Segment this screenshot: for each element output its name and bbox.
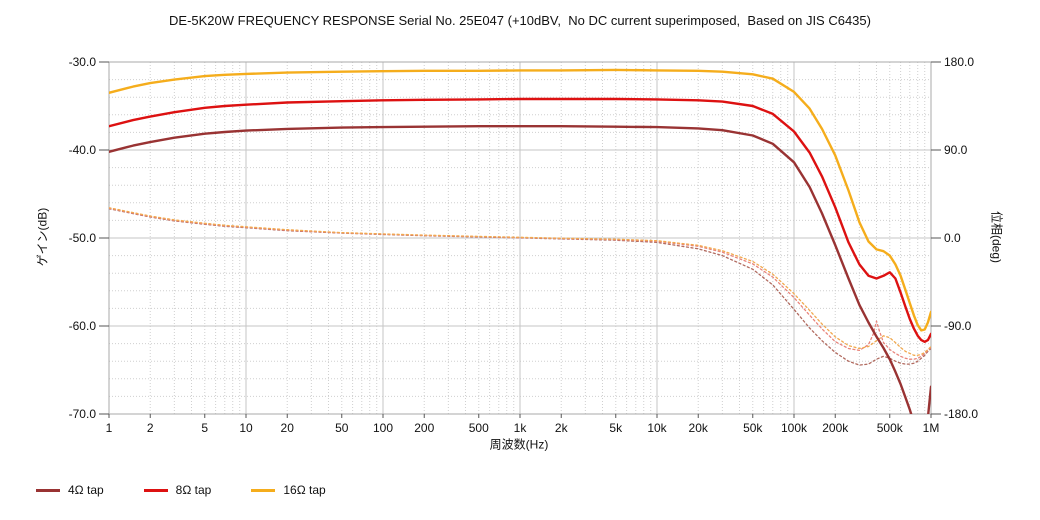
x-tick-label: 200 [414,421,434,435]
curve-phase-4ohm-tap [109,208,931,366]
x-tick-label: 5 [201,421,208,435]
gridlines [108,61,932,415]
x-tick-label: 200k [822,421,849,435]
gain-axis-label: ゲイン(dB) [35,207,50,267]
x-tick-label: 100k [781,421,808,435]
x-tick-label: 2 [147,421,154,435]
chart-title: DE-5K20W FREQUENCY RESPONSE Serial No. 2… [169,13,871,28]
x-tick-label: 5k [609,421,623,435]
y-right-tick-label: 0.0 [944,231,961,245]
x-tick-label: 500 [469,421,489,435]
legend-swatch-8ohm-line [143,488,168,492]
curve-phase-8ohm-tap [109,207,931,360]
axis-ticks: 1 2 5 10 20 50 100 200 500 1k 2k 5k 10k 20k 50k 100k 200… [69,55,979,435]
y-right-tick-label: -180.0 [944,407,978,421]
curve-gain-8ohm-tap [109,97,931,343]
x-tick-label: 500k [877,421,904,435]
y-left-tick-label: -30.0 [69,55,97,69]
x-tick-label: 10k [647,421,667,435]
curve-phase-16ohm-tap [109,207,931,356]
legend-item-8ohm-tap: 8Ω tap [143,483,212,497]
x-tick-label: 20 [281,421,295,435]
curve-gain-16ohm-tap [109,68,931,332]
x-tick-label: 50 [335,421,349,435]
legend-label-8ohm: 8Ω tap [175,483,212,497]
y-right-tick-label: 180.0 [944,55,974,69]
x-tick-label: 100 [373,421,393,435]
curve-gain-4ohm-tap [109,125,931,414]
y-left-tick-label: -50.0 [69,231,97,245]
x-tick-label: 50k [743,421,763,435]
legend: 4Ω tap 8Ω tap 16Ω tap [36,483,326,497]
legend-item-16ohm-tap: 16Ω tap [251,483,326,497]
x-tick-label: 10 [239,421,253,435]
x-tick-label: 1M [923,421,940,435]
y-right-tick-label: 90.0 [944,143,968,157]
frequency-axis-label: 周波数(Hz) [489,437,549,452]
x-tick-label: 20k [689,421,709,435]
x-tick-label: 1 [106,421,113,435]
y-left-tick-label: -70.0 [69,407,97,421]
x-tick-label: 2k [555,421,569,435]
y-left-tick-label: -40.0 [69,143,97,157]
legend-label-4ohm: 4Ω tap [68,483,104,497]
y-right-tick-label: -90.0 [944,319,972,333]
legend-item-4ohm-tap: 4Ω tap [36,483,104,497]
legend-swatch-16ohm-line [251,488,276,492]
x-tick-label: 1k [514,421,528,435]
y-left-tick-label: -60.0 [69,319,97,333]
legend-swatch-4ohm-line [36,488,60,492]
legend-label-16ohm: 16Ω tap [283,483,326,497]
phase-axis-label: 位相(deg) [989,210,1004,264]
